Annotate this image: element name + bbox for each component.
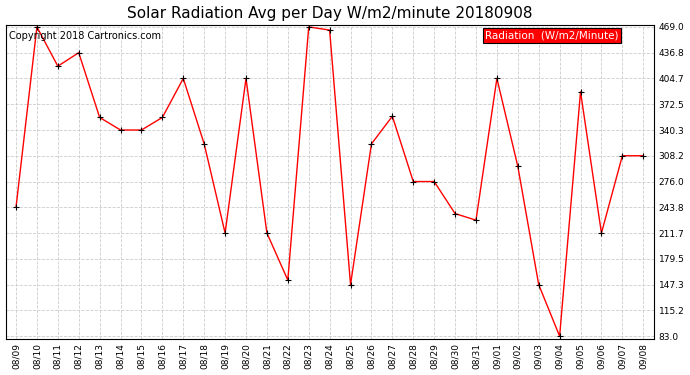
- Text: Copyright 2018 Cartronics.com: Copyright 2018 Cartronics.com: [9, 31, 161, 41]
- Text: Radiation  (W/m2/Minute): Radiation (W/m2/Minute): [485, 31, 619, 41]
- Title: Solar Radiation Avg per Day W/m2/minute 20180908: Solar Radiation Avg per Day W/m2/minute …: [127, 6, 533, 21]
